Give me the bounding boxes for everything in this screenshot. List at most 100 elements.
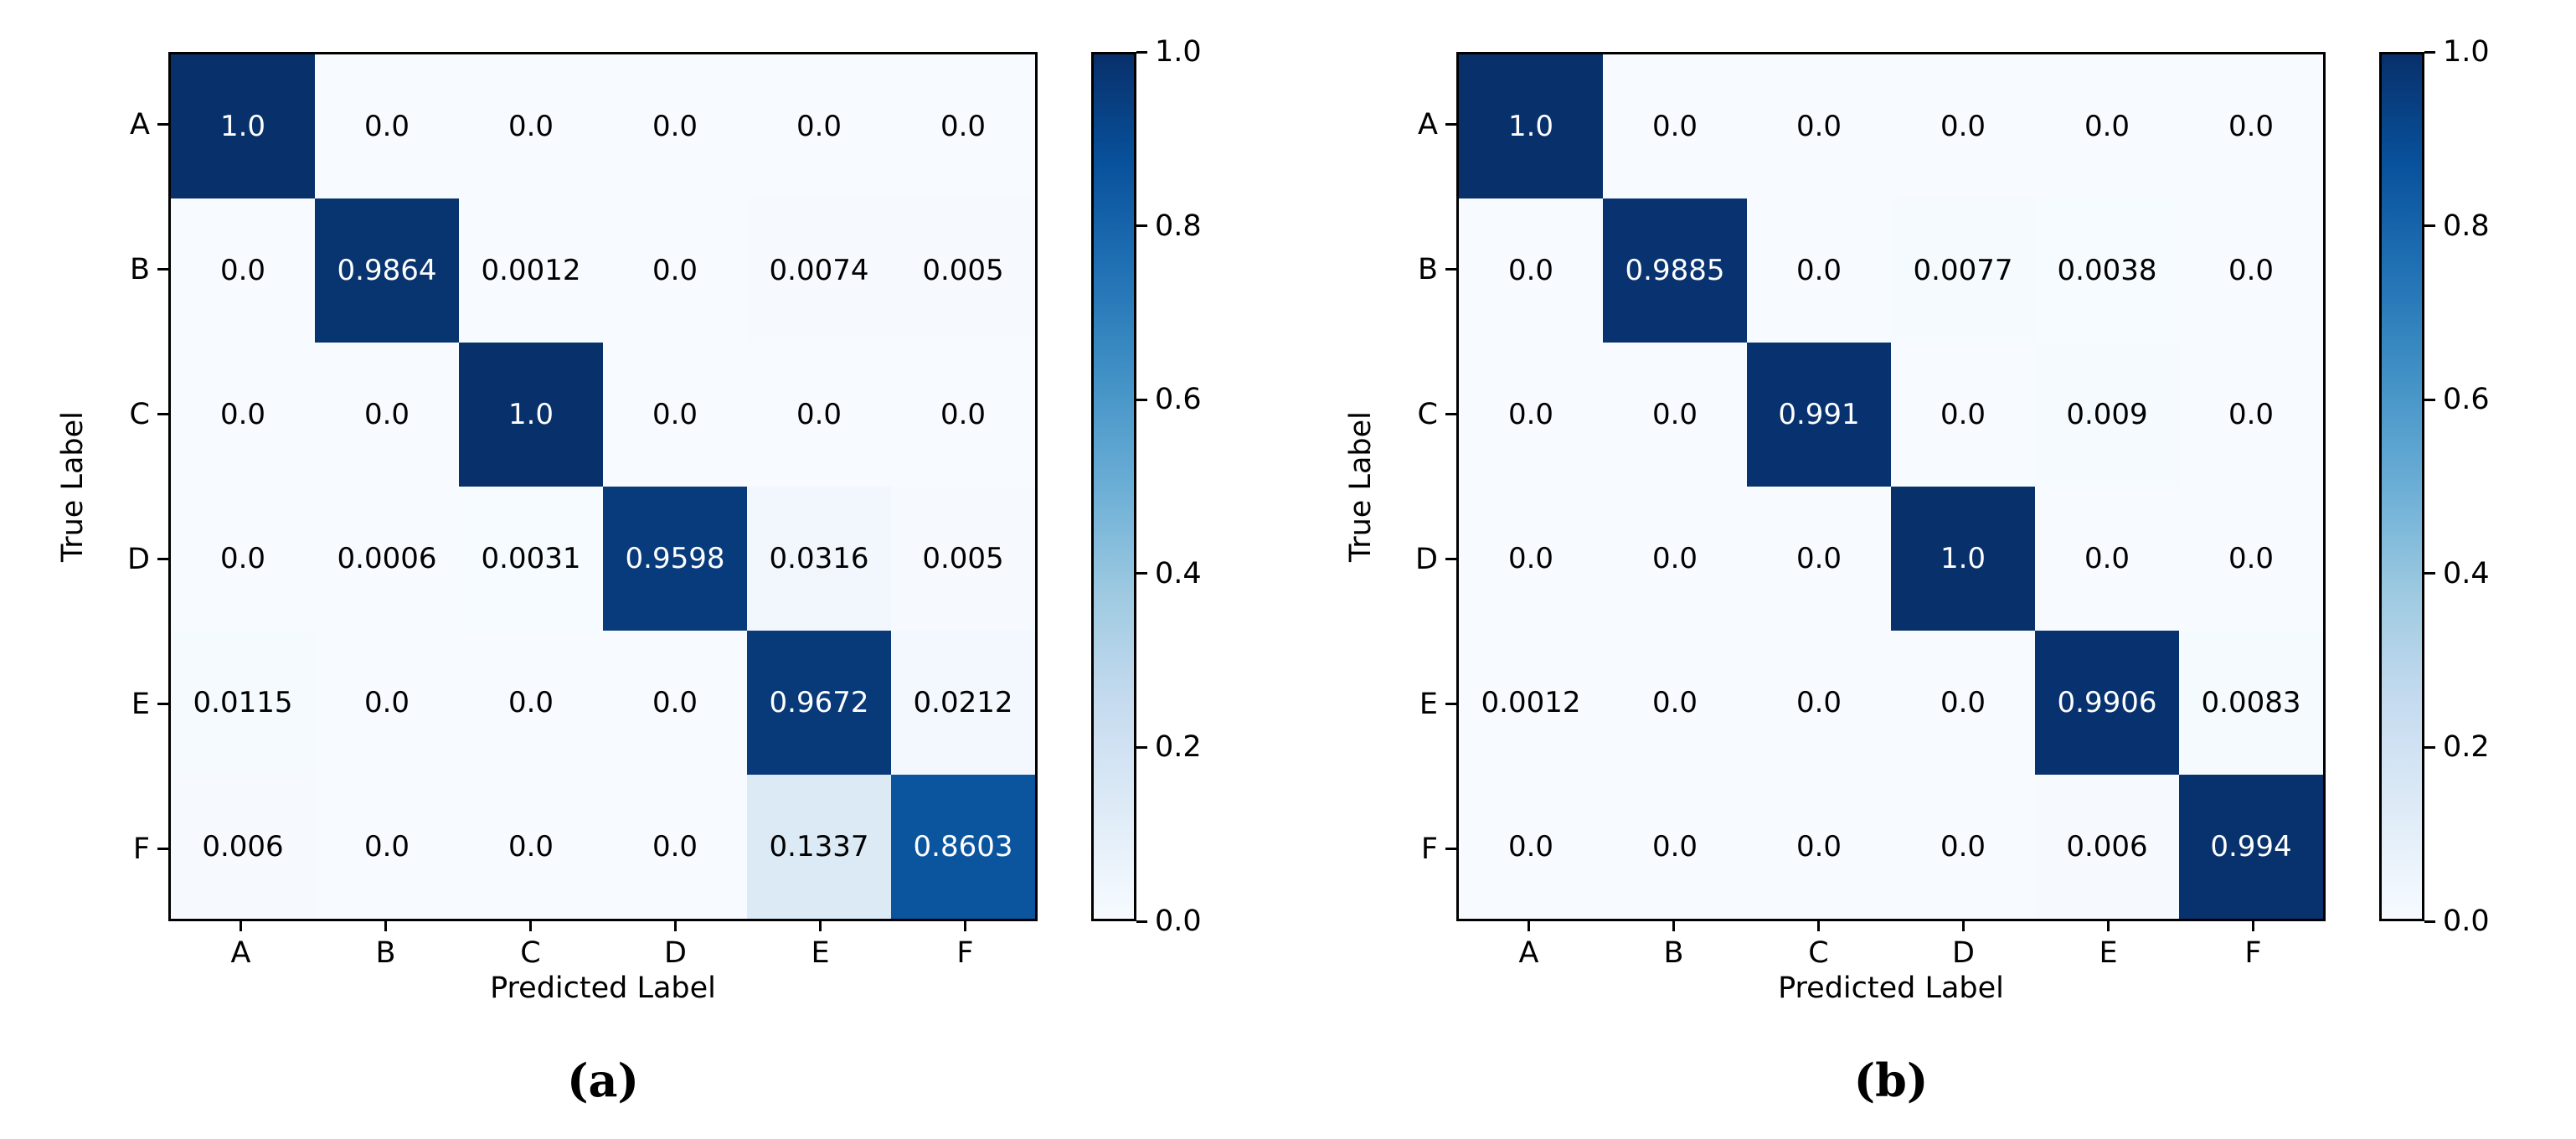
heatmap-cell: 0.0 [171,487,315,631]
tick-mark [157,848,168,850]
heatmap-cell: 0.0 [1891,54,2035,198]
tick-mark [1528,921,1530,931]
colorbar-tick: 0.4 [1136,557,1202,590]
heatmap-cell: 1.0 [1891,487,2035,631]
y-tick: D [95,487,168,631]
colorbar-a: 0.0 0.2 0.4 0.6 0.8 1.0 [1091,35,1237,938]
y-tick: E [1383,631,1456,776]
heatmap-cell: 0.005 [891,487,1035,631]
x-tick: B [313,921,458,970]
heatmap-cell: 0.9672 [747,631,891,775]
tick-mark [819,921,822,931]
colorbar-tick: 0.2 [2424,730,2490,764]
tick-mark [1445,848,1456,850]
y-tick: C [1383,342,1456,487]
heatmap-cell: 0.9864 [315,198,459,343]
x-axis-title: Predicted Label [1778,972,2004,1005]
y-axis-title: True Label [1344,411,1378,562]
heatmap-cell: 1.0 [459,343,603,487]
heatmap-b: 1.0 0.0 0.0 0.0 0.0 0.0 0.0 0.9885 0.0 0.0077 0.00… [1456,52,2326,921]
heatmap-cell: 0.0 [747,343,891,487]
heatmap-cell: 0.0 [891,343,1035,487]
x-tick: E [2036,921,2181,970]
heatmap-cell: 0.0 [315,343,459,487]
heatmap-a: 1.0 0.0 0.0 0.0 0.0 0.0 0.0 0.9864 0.0012 0.0 0.00… [168,52,1038,921]
colorbar-tick: 0.0 [1136,904,1202,938]
colorbar-tick: 0.0 [2424,904,2490,938]
tick-mark [1445,558,1456,560]
tick-mark [2424,920,2435,923]
heatmap-cell: 0.0 [2179,343,2323,487]
colorbar-tick: 0.6 [1136,383,1202,416]
tick-mark [2252,921,2254,931]
tick-mark [2107,921,2110,931]
heatmap-cell: 0.1337 [747,775,891,919]
heatmap-cell: 0.0 [603,198,747,343]
heatmap-cell: 0.0006 [315,487,459,631]
tick-mark [157,703,168,705]
y-axis-title: True Label [56,411,90,562]
heatmap-cell: 0.0 [603,343,747,487]
colorbar-tick: 0.6 [2424,383,2490,416]
tick-mark [1445,703,1456,705]
x-tick: A [168,921,313,970]
heatmap-cell: 0.0 [459,54,603,198]
tick-mark [674,921,677,931]
x-tick: A [1456,921,1601,970]
y-tick: A [95,52,168,197]
heatmap-cell: 0.0 [2035,487,2179,631]
heatmap-cell: 0.0 [1459,487,1603,631]
tick-mark [964,921,966,931]
heatmap-cell: 0.0 [459,775,603,919]
y-tick: F [95,776,168,921]
heatmap-cell: 0.0038 [2035,198,2179,343]
heatmap-cell: 0.0077 [1891,198,2035,343]
tick-mark [2424,572,2435,575]
tick-mark [2424,50,2435,54]
y-tick: F [1383,776,1456,921]
heatmap-cell: 0.0 [2035,54,2179,198]
x-tick: B [1601,921,1746,970]
colorbar-tick: 0.2 [1136,730,1202,764]
colorbar-tick: 0.8 [1136,209,1202,243]
heatmap-cell: 0.0 [1747,198,1891,343]
heatmap-cell: 1.0 [171,54,315,198]
colorbar-tick: 0.8 [2424,209,2490,243]
tick-mark [1136,745,1147,749]
heatmap-cell: 0.0 [1603,631,1747,775]
colorbar-tick-labels: 0.0 0.2 0.4 0.6 0.8 1.0 [2424,35,2525,938]
colorbar-b: 0.0 0.2 0.4 0.6 0.8 1.0 [2379,35,2525,938]
heatmap-cell: 0.0212 [891,631,1035,775]
heatmap-cell: 0.009 [2035,343,2179,487]
colorbar-tick: 1.0 [2424,35,2490,69]
heatmap-cell: 0.0 [1747,54,1891,198]
tick-mark [1445,123,1456,126]
heatmap-cell: 0.0 [315,775,459,919]
heatmap-cell: 0.0 [1747,487,1891,631]
tick-mark [1445,413,1456,415]
y-tick: B [1383,197,1456,342]
tick-mark [1962,921,1965,931]
tick-mark [240,921,242,931]
tick-mark [1817,921,1820,931]
heatmap-cell: 0.0 [1891,775,2035,919]
heatmap-cell: 0.0 [315,631,459,775]
tick-mark [1445,268,1456,271]
tick-mark [2424,224,2435,228]
heatmap-cell: 1.0 [1459,54,1603,198]
heatmap-cell: 0.0 [1603,487,1747,631]
tick-mark [529,921,532,931]
x-tick: F [2181,921,2326,970]
heatmap-cell: 0.0 [747,54,891,198]
heatmap-cell: 0.0074 [747,198,891,343]
y-tick: D [1383,487,1456,631]
x-tick: D [1891,921,2036,970]
